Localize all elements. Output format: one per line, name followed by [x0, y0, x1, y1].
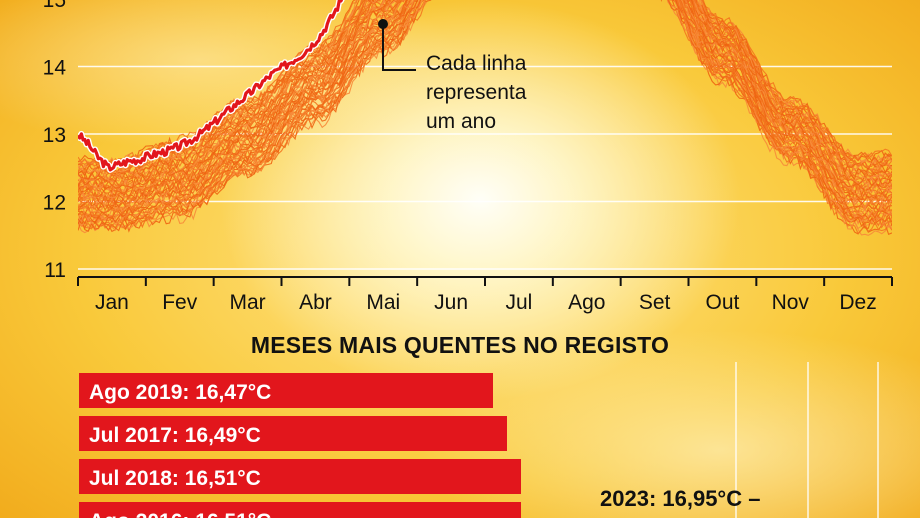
x-tick-label: Out: [705, 291, 739, 314]
year-line: [78, 0, 892, 223]
bar-label: Ago 2019: 16,47°C: [89, 381, 271, 404]
chart-annotation: Cada linha representa um ano: [378, 19, 527, 133]
x-tick-label: Set: [639, 291, 671, 314]
bar-grid: [735, 362, 879, 518]
bar: [79, 459, 521, 494]
annotation-line-1: Cada linha: [426, 52, 527, 75]
x-tick-label: Jul: [505, 291, 532, 314]
year-line: [78, 0, 892, 180]
bar-label: Jul 2017: 16,49°C: [89, 424, 261, 447]
record-2023-callout: 2023: 16,95°C –: [600, 486, 761, 511]
year-line: [78, 0, 892, 187]
x-tick-label: Nov: [772, 291, 810, 314]
annotation-line-3: um ano: [426, 110, 496, 133]
temperature-line-chart: 11 12 13 14 15 Jan Fev Mar Abr Mai Jun Jul Ago Set Ou…: [43, 0, 893, 314]
record-line: [78, 0, 344, 172]
bar: [79, 502, 521, 518]
record-year-series: [78, 0, 345, 173]
year-line: [78, 0, 892, 168]
y-tick-label: 15: [43, 0, 66, 12]
bar: [79, 373, 493, 408]
y-tick-label: 13: [43, 124, 66, 147]
bar-label: Ago 2016: 16,51°C: [89, 510, 271, 518]
bars: Ago 2019: 16,47°C Jul 2017: 16,49°C Jul 20…: [79, 373, 521, 518]
x-tick-label: Mai: [366, 291, 400, 314]
year-line: [78, 0, 892, 223]
bar-label: Jul 2018: 16,51°C: [89, 467, 261, 490]
bar: [79, 416, 507, 451]
y-tick-label: 14: [43, 57, 67, 80]
x-tick-label: Jan: [95, 291, 129, 314]
annotation-leader: [382, 24, 416, 71]
x-tick-label: Ago: [568, 291, 605, 314]
year-line: [78, 0, 892, 207]
y-tick-label: 11: [44, 259, 66, 282]
ranking-title: MESES MAIS QUENTES NO REGISTO: [250, 332, 670, 358]
x-tick-label: Mar: [229, 291, 265, 314]
year-line: [78, 0, 892, 221]
x-tick-label: Jun: [434, 291, 468, 314]
year-line: [78, 0, 892, 189]
y-tick-label: 12: [43, 192, 66, 215]
year-line: [78, 0, 892, 189]
year-line: [78, 0, 892, 233]
annotation-line-2: representa: [426, 81, 527, 104]
x-tick-label: Dez: [839, 291, 876, 314]
x-tick-label: Fev: [162, 291, 198, 314]
x-tick-label: Abr: [299, 291, 332, 314]
axes: Jan Fev Mar Abr Mai Jun Jul Ago Set Out Nov Dez: [77, 276, 893, 314]
